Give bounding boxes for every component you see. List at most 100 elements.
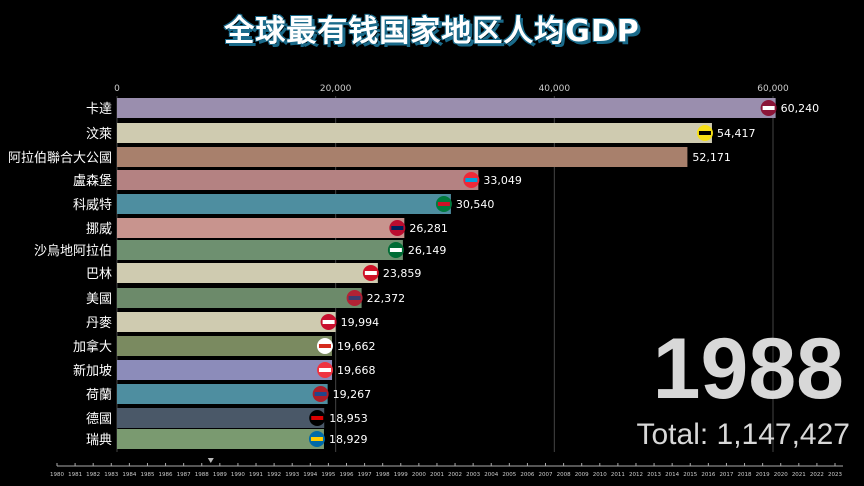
timeline-year-label: 2002 (448, 472, 462, 478)
timeline-year-label: 2011 (611, 472, 625, 478)
timeline-year-label: 1995 (321, 472, 335, 478)
timeline-year-label: 2005 (502, 472, 516, 478)
timeline-year-label: 1997 (358, 472, 372, 478)
value-label: 54,417 (717, 127, 756, 140)
timeline-year-label: 2009 (575, 472, 589, 478)
timeline-year-label: 2022 (810, 472, 824, 478)
value-label: 23,859 (383, 267, 422, 280)
category-label: 荷蘭 (86, 387, 112, 403)
bar (117, 429, 324, 449)
chart-title: 全球最有钱国家地区人均GDP (224, 14, 640, 49)
flag-icon-canada-stripe (318, 344, 331, 348)
timeline-year-label: 1981 (68, 472, 82, 478)
timeline-year-label: 2010 (593, 472, 607, 478)
timeline-year-label: 1988 (195, 472, 209, 478)
timeline-year-label: 1985 (140, 472, 154, 478)
value-label: 19,994 (341, 316, 380, 329)
bar (117, 218, 405, 238)
flag-icon-germany-stripe (311, 416, 324, 420)
x-tick-label: 20,000 (320, 84, 352, 94)
timeline-year-label: 2008 (557, 472, 571, 478)
timeline-year-label: 2001 (430, 472, 444, 478)
timeline-year-label: 1996 (339, 472, 353, 478)
timeline-year-label: 2017 (719, 472, 733, 478)
timeline-marker[interactable] (207, 458, 214, 463)
timeline-year-label: 2020 (774, 472, 788, 478)
year-label: 1988 (652, 321, 844, 417)
timeline-year-label: 2007 (539, 472, 553, 478)
flag-icon-usa-stripe (348, 296, 361, 300)
bar (117, 288, 362, 308)
flag-icon-denmark-stripe (322, 320, 335, 324)
x-tick-label: 60,000 (757, 84, 789, 94)
total-label: Total: 1,147,427 (636, 418, 850, 451)
category-label: 科威特 (73, 198, 112, 213)
timeline-year-label: 2016 (701, 472, 715, 478)
value-label: 18,929 (329, 433, 368, 446)
timeline-year-label: 2018 (738, 472, 752, 478)
timeline-year-label: 2015 (683, 472, 697, 478)
timeline-year-label: 1991 (249, 472, 263, 478)
category-label: 瑞典 (86, 433, 112, 448)
category-label: 沙烏地阿拉伯 (34, 243, 112, 259)
x-tick-label: 0 (114, 84, 120, 94)
timeline-year-label: 1984 (122, 472, 136, 478)
flag-icon-netherlands-stripe (314, 392, 327, 396)
category-label: 新加坡 (73, 363, 112, 379)
bar (117, 408, 325, 428)
bar (117, 147, 688, 167)
value-label: 30,540 (456, 198, 495, 211)
timeline-year-label: 1989 (213, 472, 227, 478)
timeline-year-label: 1993 (285, 472, 299, 478)
timeline-year-label: 1999 (394, 472, 408, 478)
category-label: 加拿大 (73, 339, 112, 355)
value-label: 19,267 (333, 388, 372, 401)
timeline-year-label: 1986 (159, 472, 173, 478)
bar (117, 123, 712, 143)
timeline-year-label: 2014 (665, 472, 679, 478)
value-label: 26,281 (409, 222, 448, 235)
timeline-year-label: 2006 (520, 472, 534, 478)
x-tick-label: 40,000 (539, 84, 571, 94)
flag-icon-norway-stripe (391, 226, 404, 230)
value-label: 33,049 (483, 174, 521, 187)
bar (117, 98, 776, 118)
value-label: 22,372 (367, 292, 406, 305)
timeline-year-label: 2003 (466, 472, 480, 478)
timeline-year-label: 2000 (412, 472, 426, 478)
bar (117, 336, 332, 356)
timeline-year-label: 1990 (231, 472, 245, 478)
flag-icon-brunei-stripe (698, 131, 711, 135)
bar (117, 194, 451, 214)
timeline-year-label: 1983 (104, 472, 118, 478)
flag-icon-singapore-stripe (319, 368, 332, 372)
flag-icon-qatar-stripe (762, 106, 775, 110)
bar (117, 263, 378, 283)
timeline-year-label: 1998 (376, 472, 390, 478)
timeline-year-label: 1980 (50, 472, 64, 478)
timeline-year-label: 2013 (647, 472, 661, 478)
timeline-year-label: 2004 (484, 472, 498, 478)
timeline-year-label: 1982 (86, 472, 100, 478)
category-label: 德國 (86, 412, 112, 427)
value-label: 19,662 (337, 340, 376, 353)
timeline-year-label: 2021 (792, 472, 806, 478)
flag-icon-saudi-arabia-stripe (389, 248, 402, 252)
timeline-year-label: 1992 (267, 472, 281, 478)
bar (117, 360, 333, 380)
value-label: 60,240 (781, 102, 820, 115)
category-label: 挪威 (86, 222, 112, 237)
timeline-year-label: 2023 (828, 472, 842, 478)
category-label: 巴林 (86, 267, 112, 282)
bar (117, 240, 403, 260)
timeline-year-label: 2012 (629, 472, 643, 478)
bar (117, 170, 479, 190)
category-label: 丹麥 (86, 315, 112, 331)
value-label: 19,668 (337, 364, 376, 377)
flag-icon-luxembourg-stripe (465, 178, 478, 182)
value-label: 52,171 (692, 151, 731, 164)
flag-icon-kuwait-stripe (437, 202, 450, 206)
flag-icon-sweden-stripe (310, 437, 323, 441)
category-label: 汶萊 (86, 126, 112, 142)
